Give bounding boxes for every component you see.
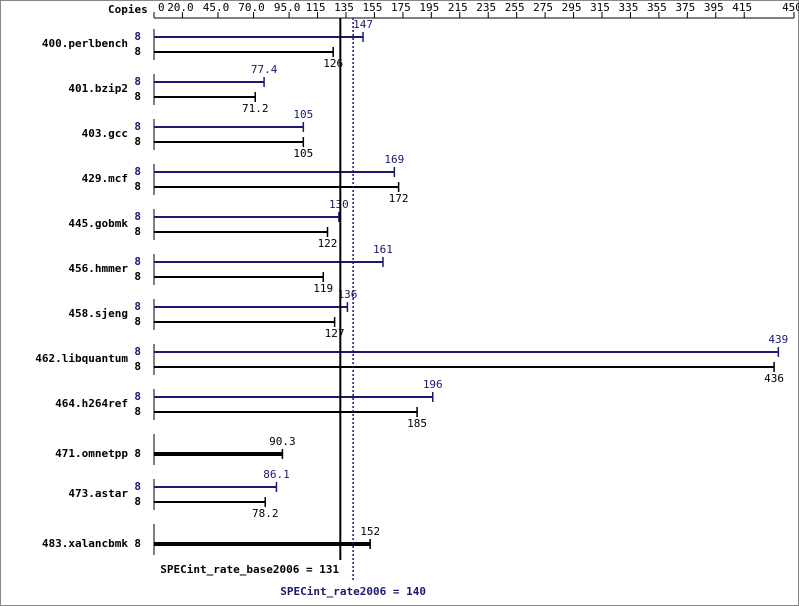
value-label: 119: [313, 282, 333, 295]
x-tick-label: 135: [334, 1, 354, 14]
copies-label: 8: [134, 30, 141, 43]
value-label: 130: [329, 198, 349, 211]
copies-label: 8: [134, 225, 141, 238]
value-label: 196: [423, 378, 443, 391]
copies-label: 8: [134, 45, 141, 58]
value-label: 105: [293, 147, 313, 160]
value-label: 147: [353, 18, 373, 31]
x-tick-label: 275: [533, 1, 553, 14]
benchmark-label: 458.sjeng: [68, 307, 128, 320]
value-label: 77.4: [251, 63, 278, 76]
benchmark-label: 456.hmmer: [68, 262, 128, 275]
x-axis-label: Copies: [108, 3, 148, 16]
benchmark-label: 471.omnetpp: [55, 447, 128, 460]
copies-label: 8: [134, 120, 141, 133]
reference-label: SPECint_rate_base2006 = 131: [160, 563, 339, 576]
copies-label: 8: [134, 447, 141, 460]
copies-label: 8: [134, 165, 141, 178]
value-label: 126: [323, 57, 343, 70]
copies-label: 8: [134, 255, 141, 268]
copies-label: 8: [134, 135, 141, 148]
x-tick-label: 295: [562, 1, 582, 14]
x-tick-label: 20.0: [167, 1, 194, 14]
benchmark-label: 445.gobmk: [68, 217, 128, 230]
reference-label: SPECint_rate2006 = 140: [280, 585, 426, 598]
value-label: 90.3: [269, 435, 296, 448]
value-label: 185: [407, 417, 427, 430]
value-label: 169: [384, 153, 404, 166]
x-tick-label: 215: [448, 1, 468, 14]
benchmark-label: 473.astar: [68, 487, 128, 500]
x-tick-label: 395: [704, 1, 724, 14]
benchmark-label: 464.h264ref: [55, 397, 128, 410]
value-label: 105: [293, 108, 313, 121]
x-tick-label: 195: [419, 1, 439, 14]
copies-label: 8: [134, 360, 141, 373]
value-label: 122: [318, 237, 338, 250]
value-label: 152: [360, 525, 380, 538]
benchmark-label: 462.libquantum: [35, 352, 128, 365]
value-label: 78.2: [252, 507, 279, 520]
x-tick-label: 375: [675, 1, 695, 14]
x-tick-label: 255: [505, 1, 525, 14]
copies-label: 8: [134, 480, 141, 493]
x-tick-label: 235: [476, 1, 496, 14]
benchmark-label: 400.perlbench: [42, 37, 128, 50]
benchmark-label: 483.xalancbmk: [42, 537, 128, 550]
copies-label: 8: [134, 390, 141, 403]
x-tick-label: 355: [647, 1, 667, 14]
value-label: 161: [373, 243, 393, 256]
copies-label: 8: [134, 180, 141, 193]
copies-label: 8: [134, 315, 141, 328]
copies-label: 8: [134, 75, 141, 88]
value-label: 172: [389, 192, 409, 205]
x-tick-label: 45.0: [203, 1, 230, 14]
x-tick-label: 335: [619, 1, 639, 14]
value-label: 71.2: [242, 102, 269, 115]
benchmark-label: 429.mcf: [82, 172, 128, 185]
value-label: 127: [325, 327, 345, 340]
x-tick-label: 70.0: [238, 1, 265, 14]
copies-label: 8: [134, 405, 141, 418]
benchmark-label: 401.bzip2: [68, 82, 128, 95]
copies-label: 8: [134, 537, 141, 550]
x-tick-label: 95.0: [274, 1, 301, 14]
value-label: 436: [764, 372, 784, 385]
value-label: 86.1: [263, 468, 290, 481]
x-tick-label: 115: [306, 1, 326, 14]
copies-label: 8: [134, 210, 141, 223]
x-tick-label: 0: [158, 1, 165, 14]
x-tick-label: 155: [363, 1, 383, 14]
copies-label: 8: [134, 300, 141, 313]
x-tick-label: 175: [391, 1, 411, 14]
copies-label: 8: [134, 495, 141, 508]
benchmark-label: 403.gcc: [82, 127, 128, 140]
copies-label: 8: [134, 90, 141, 103]
value-label: 439: [768, 333, 788, 346]
copies-label: 8: [134, 345, 141, 358]
copies-label: 8: [134, 270, 141, 283]
x-tick-label: 415: [732, 1, 752, 14]
x-tick-label: 450: [782, 1, 799, 14]
x-tick-label: 315: [590, 1, 610, 14]
